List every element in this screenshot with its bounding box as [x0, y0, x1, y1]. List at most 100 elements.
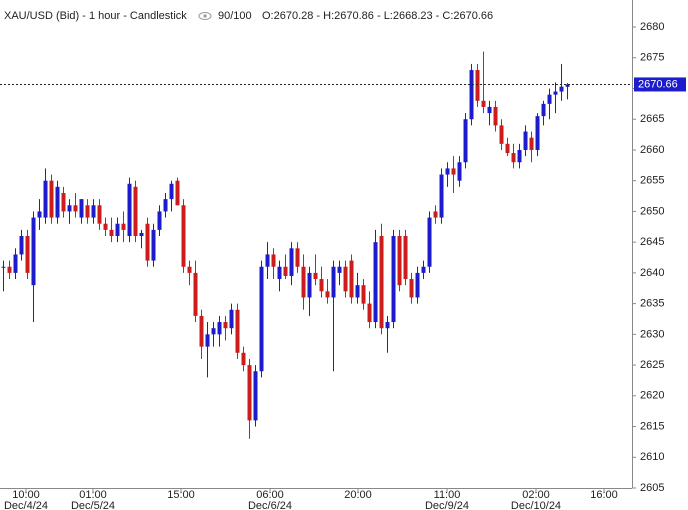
candle-body [559, 86, 564, 92]
candle-body [193, 272, 198, 316]
candle-body [151, 229, 156, 261]
candle-body [349, 260, 354, 298]
candle-body [7, 266, 12, 273]
chart-title: XAU/USD (Bid) - 1 hour - Candlestick [4, 10, 187, 22]
candle-body [295, 248, 300, 267]
last-price-box [634, 77, 686, 92]
x-tick-label: 06:00 [256, 489, 284, 501]
candle-body [547, 94, 552, 104]
candle-body [163, 199, 168, 212]
date-label: Dec/6/24 [248, 500, 292, 510]
candle-body [229, 309, 234, 329]
candle-body [205, 334, 210, 347]
candle-body [361, 285, 366, 304]
y-tick-label: 2620 [640, 390, 664, 402]
candle-body [481, 100, 486, 107]
candle-body [331, 266, 336, 298]
x-tick-label: 15:00 [167, 489, 195, 501]
visible-count: 90/100 [218, 10, 252, 22]
y-tick-label: 2640 [640, 267, 664, 279]
candle-body [385, 322, 390, 329]
y-tick-label: 2650 [640, 205, 664, 217]
x-tick-label: 20:00 [344, 489, 372, 501]
x-tick-label: 16:00 [590, 489, 618, 501]
candle-body [373, 242, 378, 323]
candle-body [109, 229, 114, 237]
candle-body [265, 254, 270, 267]
y-tick-label: 2625 [640, 359, 664, 371]
candle-body [409, 279, 414, 298]
y-tick-label: 2605 [640, 482, 664, 494]
candle-body [1, 266, 6, 268]
candle-body [475, 70, 480, 101]
candle-body [115, 223, 120, 237]
ohlc-readout: O:2670.28 - H:2670.86 - L:2668.23 - C:26… [262, 10, 493, 22]
candle-body [367, 303, 372, 323]
candle-body [49, 180, 54, 218]
candle-body [403, 236, 408, 280]
candle-body [499, 125, 504, 144]
candle-body [277, 266, 282, 280]
candle-body [313, 272, 318, 280]
x-tick-label: 11:00 [434, 489, 461, 501]
candle-body [355, 285, 360, 298]
candle-body [553, 91, 558, 95]
candle-body [61, 192, 66, 212]
date-label: Dec/5/24 [71, 500, 115, 510]
candle-body [391, 236, 396, 323]
x-tick-label: 10:00 [12, 489, 40, 501]
y-tick-label: 2630 [640, 328, 664, 340]
x-tick-label: 01:00 [79, 489, 107, 501]
candle-body [139, 232, 144, 237]
candle-body [181, 205, 186, 267]
candle-body [427, 217, 432, 267]
candle-body [199, 315, 204, 347]
candle-body [175, 180, 180, 206]
candle-body [67, 205, 72, 212]
candle-body [535, 116, 540, 150]
date-label: Dec/4/24 [4, 500, 48, 510]
candle-body [223, 322, 228, 329]
y-tick-label: 2615 [640, 420, 664, 432]
candle-body [253, 371, 258, 421]
y-tick-label: 2635 [640, 298, 664, 310]
candle-body [79, 199, 84, 218]
candle-body [487, 106, 492, 114]
candle-body [241, 352, 246, 366]
candle-body [13, 254, 18, 273]
candle-body [337, 266, 342, 273]
candle-body [145, 223, 150, 261]
candle-body [247, 365, 252, 421]
candle-body [121, 223, 126, 230]
candle-body [301, 266, 306, 298]
candle-body [91, 205, 96, 218]
candle-body [445, 168, 450, 175]
candle-body [307, 272, 312, 298]
candle-body [457, 162, 462, 181]
candle-body [187, 266, 192, 273]
candle-body [25, 236, 30, 273]
y-tick-label: 2660 [640, 144, 664, 156]
candle-body [127, 183, 132, 237]
candle-body [97, 205, 102, 224]
candle-body [31, 217, 36, 286]
x-tick-label: 02:00 [522, 489, 550, 501]
candle-body [211, 328, 216, 335]
candle-body [565, 84, 570, 87]
candle-body [271, 254, 276, 267]
candle-body [217, 322, 222, 335]
candle-body [55, 186, 60, 218]
candle-body [439, 174, 444, 218]
candle-body [169, 183, 174, 200]
candle-body [289, 248, 294, 276]
candle-body [421, 266, 426, 273]
y-tick-label: 2655 [640, 175, 664, 187]
y-tick-label: 2665 [640, 113, 664, 125]
date-label: Dec/9/24 [425, 500, 469, 510]
candle-body [133, 186, 138, 237]
candle-body [469, 70, 474, 120]
y-tick-label: 2675 [640, 52, 664, 64]
y-tick-label: 2680 [640, 21, 664, 33]
